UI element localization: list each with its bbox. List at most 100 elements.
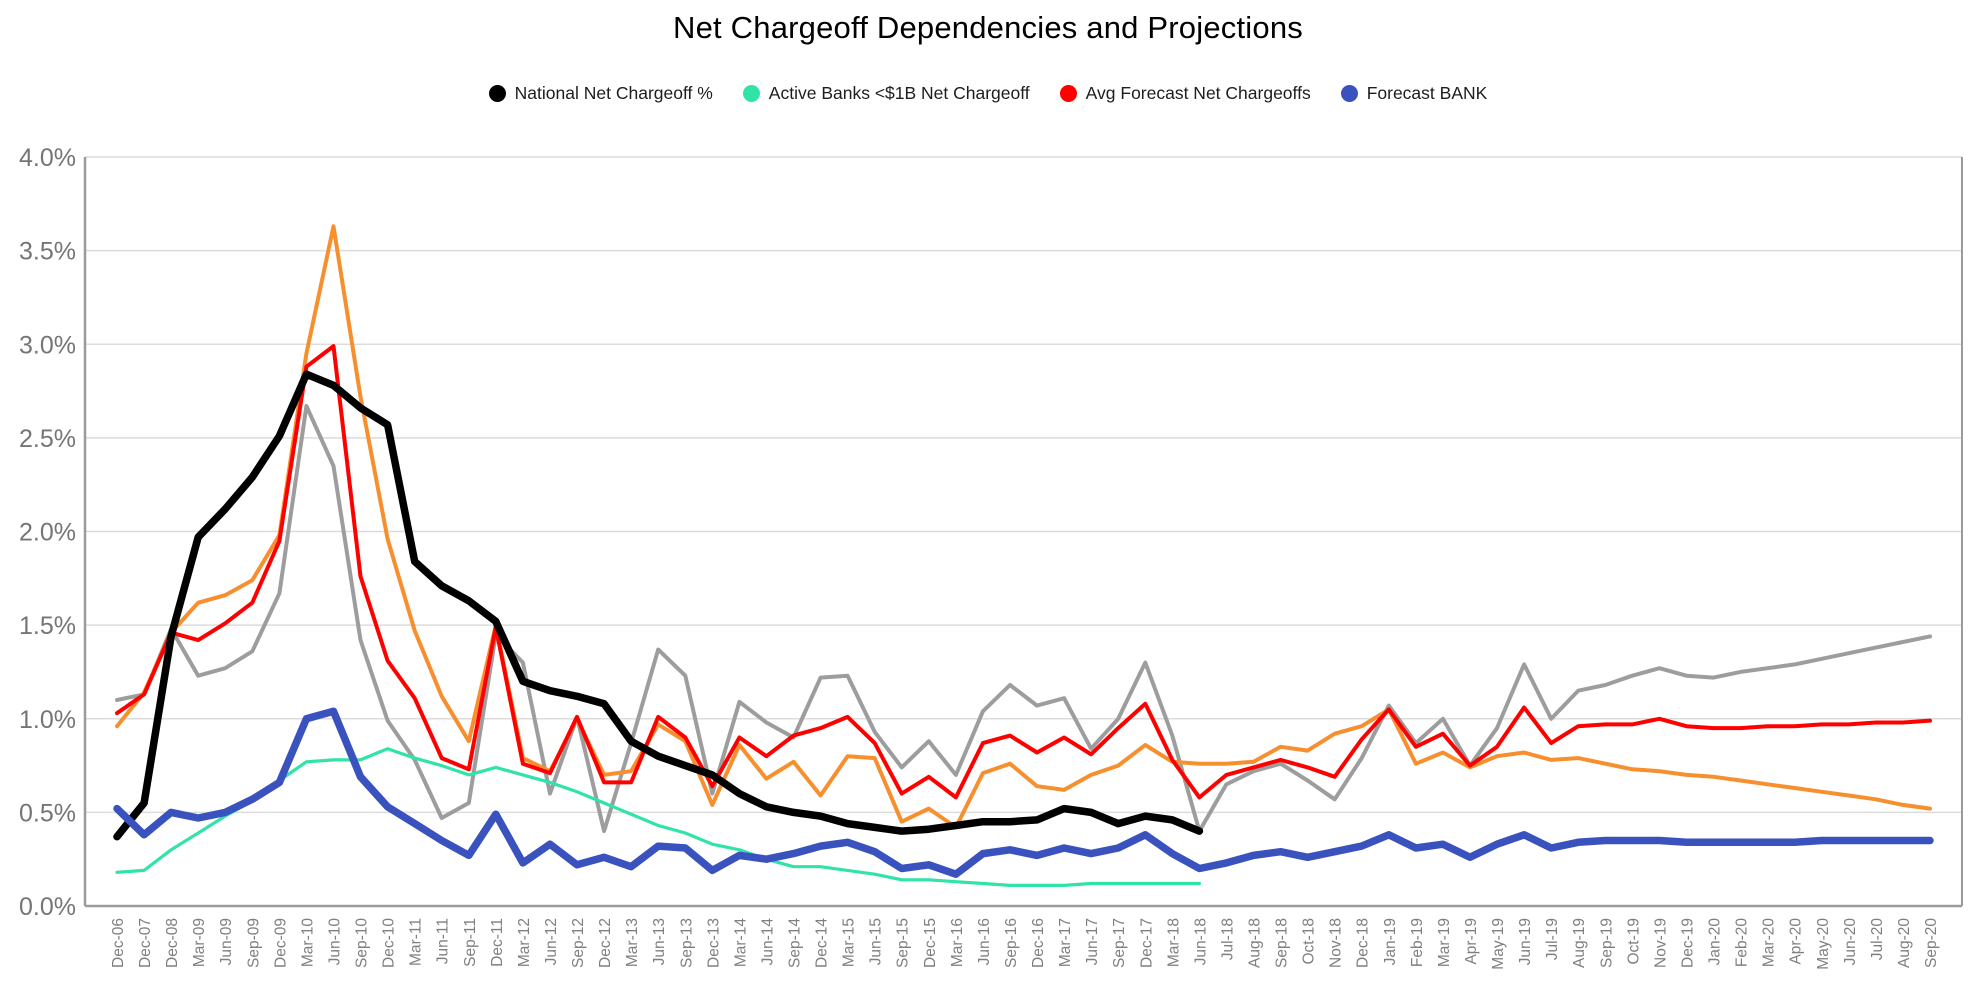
x-tick-label: Jun-10 — [326, 918, 343, 966]
series-line-forecast-bank — [113, 707, 1934, 878]
x-tick-label: Dec-12 — [597, 918, 614, 968]
x-tick-label: Dec-19 — [1679, 918, 1696, 968]
x-tick-label: Sep-16 — [1003, 918, 1020, 968]
x-tick-label: Aug-20 — [1896, 918, 1913, 968]
series-line-orange-line — [115, 224, 1932, 830]
national-marker-icon — [488, 84, 506, 102]
x-tick-label: Sep-10 — [354, 918, 371, 968]
x-tick-label: Dec-10 — [381, 918, 398, 968]
x-tick-label: Jan-20 — [1707, 918, 1724, 966]
y-axis-labels: 4.0% 3.5% 3.0% 2.5% 2.0% 1.5% 1.0% 0.5% 0.0% — [19, 144, 76, 921]
x-tick-label: Jun-11 — [435, 918, 452, 964]
y-tick-label: 0.0% — [19, 893, 76, 921]
x-tick-label: Dec-14 — [814, 918, 831, 968]
x-tick-label: Jun-09 — [218, 918, 235, 965]
x-tick-label: Mar-19 — [1436, 918, 1453, 967]
x-tick-label: Oct-18 — [1301, 918, 1318, 965]
series-line-avg-forecast — [115, 344, 1932, 800]
x-tick-label: Jun-14 — [759, 918, 776, 966]
x-tick-label: Jun-17 — [1084, 918, 1101, 965]
x-tick-label: May-20 — [1815, 918, 1832, 970]
y-tick-label: 0.5% — [19, 799, 76, 827]
x-tick-label: Jun-16 — [976, 918, 993, 965]
x-tick-label: Sep-09 — [245, 918, 262, 968]
x-tick-label: Apr-19 — [1463, 918, 1480, 965]
x-tick-label: Sep-18 — [1274, 918, 1291, 968]
legend-label: National Net Chargeoff % — [514, 82, 713, 103]
legend-item-forecast-bank[interactable]: Forecast BANK — [1340, 82, 1488, 104]
x-tick-label: May-19 — [1490, 918, 1507, 970]
x-tick-label: Mar-17 — [1057, 918, 1074, 967]
x-tick-label: Dec-15 — [922, 918, 939, 968]
x-tick-label: Dec-11 — [489, 918, 506, 967]
x-tick-label: Dec-13 — [705, 918, 722, 968]
y-tick-label: 1.0% — [19, 706, 76, 734]
y-tick-label: 3.5% — [19, 238, 76, 266]
x-tick-label: Mar-13 — [624, 918, 641, 967]
x-tick-label: Aug-19 — [1571, 918, 1588, 968]
x-tick-label: Jun-15 — [868, 918, 885, 965]
forecast-bank-marker-icon — [1340, 84, 1358, 102]
y-tick-label: 2.0% — [19, 519, 76, 547]
x-tick-label: Jun-19 — [1517, 918, 1534, 965]
x-tick-label: Dec-18 — [1355, 918, 1372, 968]
x-tick-label: Sep-12 — [570, 918, 587, 968]
x-tick-label: Dec-06 — [110, 918, 127, 968]
avg-forecast-marker-icon — [1059, 84, 1077, 102]
x-tick-label: Jan-19 — [1382, 918, 1399, 965]
x-tick-label: Jun-18 — [1192, 918, 1209, 965]
legend-item-national[interactable]: National Net Chargeoff % — [488, 82, 713, 104]
x-axis-labels: Dec-06 Dec-07 Dec-08 Mar-09 Jun-09 Sep-09 Dec-… — [110, 918, 1940, 970]
x-tick-label: Dec-09 — [272, 918, 289, 968]
x-tick-label: Mar-12 — [516, 918, 533, 967]
data-series — [113, 224, 1934, 888]
x-tick-label: Nov-19 — [1652, 918, 1669, 968]
x-tick-label: Sep-14 — [786, 918, 803, 968]
legend-item-active-banks[interactable]: Active Banks <$1B Net Chargeoff — [742, 82, 1030, 104]
legend: National Net Chargeoff % Active Banks <$1… — [0, 76, 1976, 110]
x-tick-label: Mar-10 — [299, 918, 316, 967]
x-tick-label: Sep-13 — [678, 918, 695, 968]
x-tick-label: Jul-18 — [1219, 918, 1236, 960]
y-tick-label: 3.0% — [19, 331, 76, 359]
x-tick-label: Jul-19 — [1544, 918, 1561, 960]
x-tick-label: Mar-14 — [732, 918, 749, 967]
x-tick-label: Mar-15 — [841, 918, 858, 967]
x-tick-label: Sep-15 — [895, 918, 912, 968]
x-tick-label: Feb-20 — [1734, 918, 1751, 967]
x-tick-label: Sep-17 — [1111, 918, 1128, 968]
x-tick-label: Jul-20 — [1869, 918, 1886, 961]
x-tick-label: Oct-19 — [1625, 918, 1642, 965]
legend-label: Active Banks <$1B Net Chargeoff — [768, 82, 1030, 103]
x-tick-label: Jun-13 — [651, 918, 668, 965]
x-tick-label: Dec-07 — [137, 918, 154, 968]
chart-title: Net Chargeoff Dependencies and Projectio… — [673, 10, 1303, 45]
series-line-gray-line — [115, 404, 1932, 834]
x-tick-label: Sep-20 — [1923, 918, 1940, 968]
x-tick-label: Mar-09 — [191, 918, 208, 967]
x-tick-label: Feb-19 — [1409, 918, 1426, 967]
x-tick-label: Dec-17 — [1138, 918, 1155, 968]
legend-label: Forecast BANK — [1366, 82, 1488, 103]
x-tick-label: Jun-20 — [1842, 918, 1859, 966]
series-line-active-banks — [115, 747, 1202, 888]
x-tick-label: Mar-20 — [1761, 918, 1778, 967]
x-tick-label: Sep-19 — [1598, 918, 1615, 968]
x-tick-label: Mar-16 — [949, 918, 966, 967]
x-tick-label: Sep-11 — [462, 918, 479, 967]
x-tick-label: Jun-12 — [543, 918, 560, 965]
x-tick-label: Apr-20 — [1788, 918, 1805, 965]
axis-lines — [83, 157, 1963, 908]
x-tick-label: Nov-18 — [1328, 918, 1345, 968]
y-tick-label: 2.5% — [19, 425, 76, 453]
y-tick-label: 1.5% — [19, 612, 76, 640]
x-tick-label: Mar-11 — [408, 918, 425, 966]
legend-item-avg-forecast[interactable]: Avg Forecast Net Chargeoffs — [1059, 82, 1311, 104]
legend-label: Avg Forecast Net Chargeoffs — [1085, 82, 1311, 103]
x-tick-label: Dec-08 — [164, 918, 181, 968]
x-tick-label: Aug-18 — [1247, 918, 1264, 968]
active-banks-marker-icon — [742, 84, 760, 102]
x-tick-label: Mar-18 — [1165, 918, 1182, 967]
gridlines — [85, 156, 1962, 814]
